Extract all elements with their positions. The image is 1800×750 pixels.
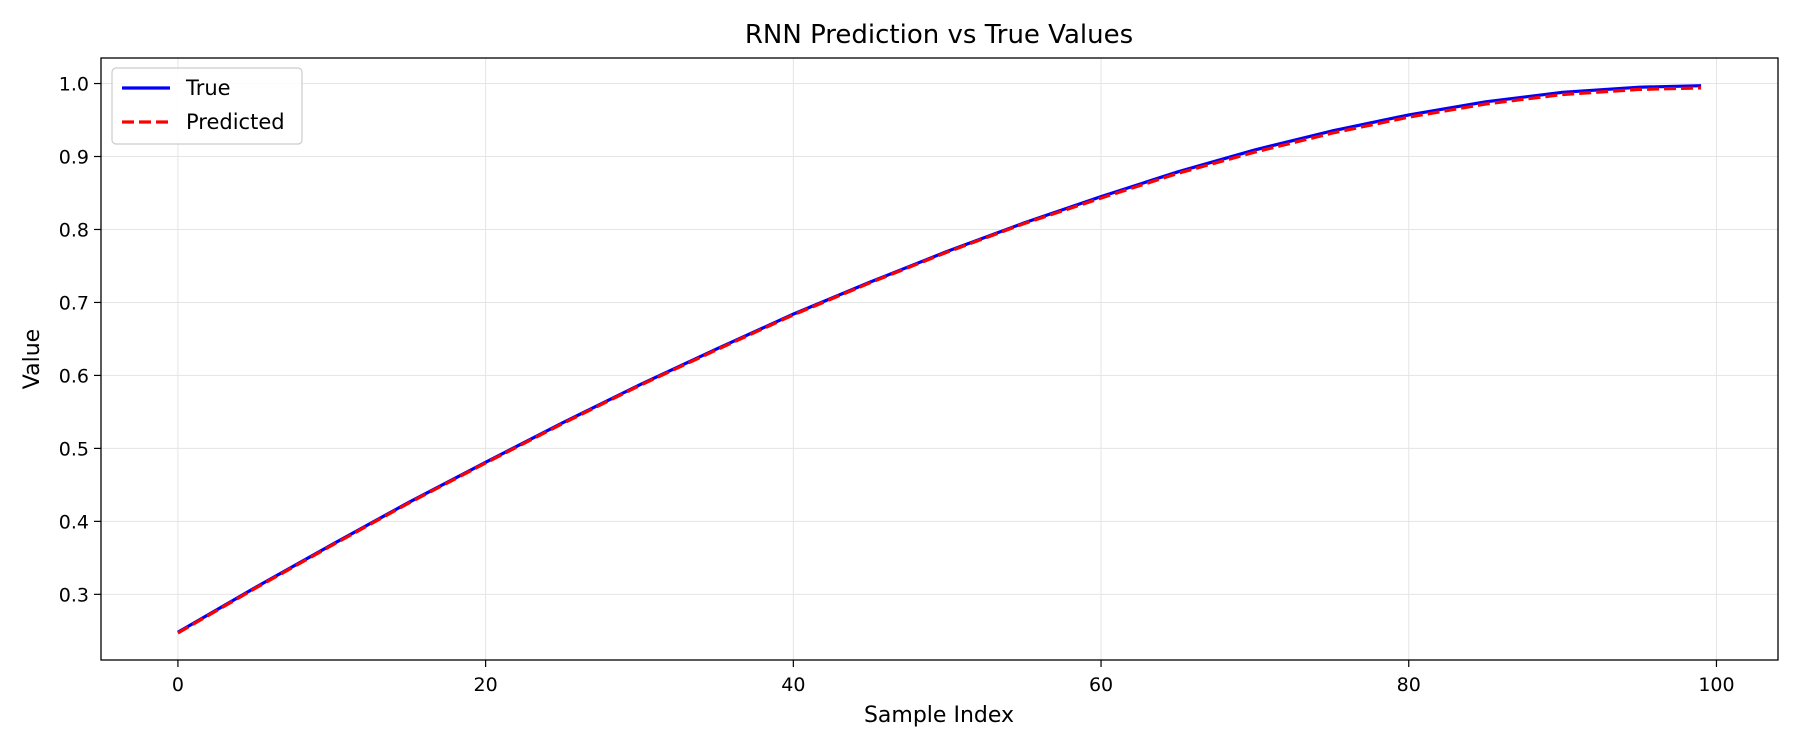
x-axis-label: Sample Index (864, 703, 1014, 728)
x-axis: 0 20 40 60 80 100 (172, 660, 1735, 696)
series-group (177, 84, 1702, 635)
x-tick-label: 0 (172, 674, 184, 696)
y-tick-label: 0.5 (59, 438, 89, 460)
grid (101, 58, 1778, 660)
x-tick-label: 40 (781, 674, 805, 696)
y-tick-label: 0.7 (59, 292, 89, 314)
y-axis-label: Value (20, 329, 45, 389)
y-tick-label: 0.6 (59, 365, 89, 387)
y-tick-label: 0.8 (59, 219, 89, 241)
x-tick-label: 80 (1397, 674, 1421, 696)
y-tick-label: 0.3 (59, 584, 89, 606)
series-line-true (177, 84, 1702, 634)
y-tick-label: 1.0 (59, 74, 89, 96)
y-tick-label: 0.9 (59, 147, 89, 169)
y-tick-label: 0.4 (59, 511, 89, 533)
plot-frame (100, 57, 1779, 661)
x-tick-label: 100 (1698, 674, 1734, 696)
x-tick-label: 60 (1089, 674, 1113, 696)
y-axis: 0.3 0.4 0.5 0.6 0.7 0.8 0.9 1.0 (59, 74, 101, 606)
chart-title: RNN Prediction vs True Values (745, 20, 1133, 50)
legend-label-predicted: Predicted (186, 110, 285, 134)
series-line-predicted (177, 86, 1702, 635)
legend-label-true: True (185, 76, 231, 100)
x-tick-label: 20 (474, 674, 498, 696)
legend: True Predicted (111, 67, 303, 145)
